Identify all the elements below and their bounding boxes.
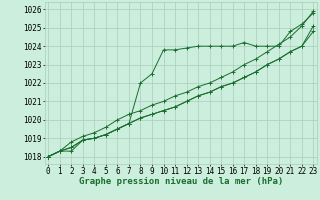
X-axis label: Graphe pression niveau de la mer (hPa): Graphe pression niveau de la mer (hPa) xyxy=(79,177,283,186)
